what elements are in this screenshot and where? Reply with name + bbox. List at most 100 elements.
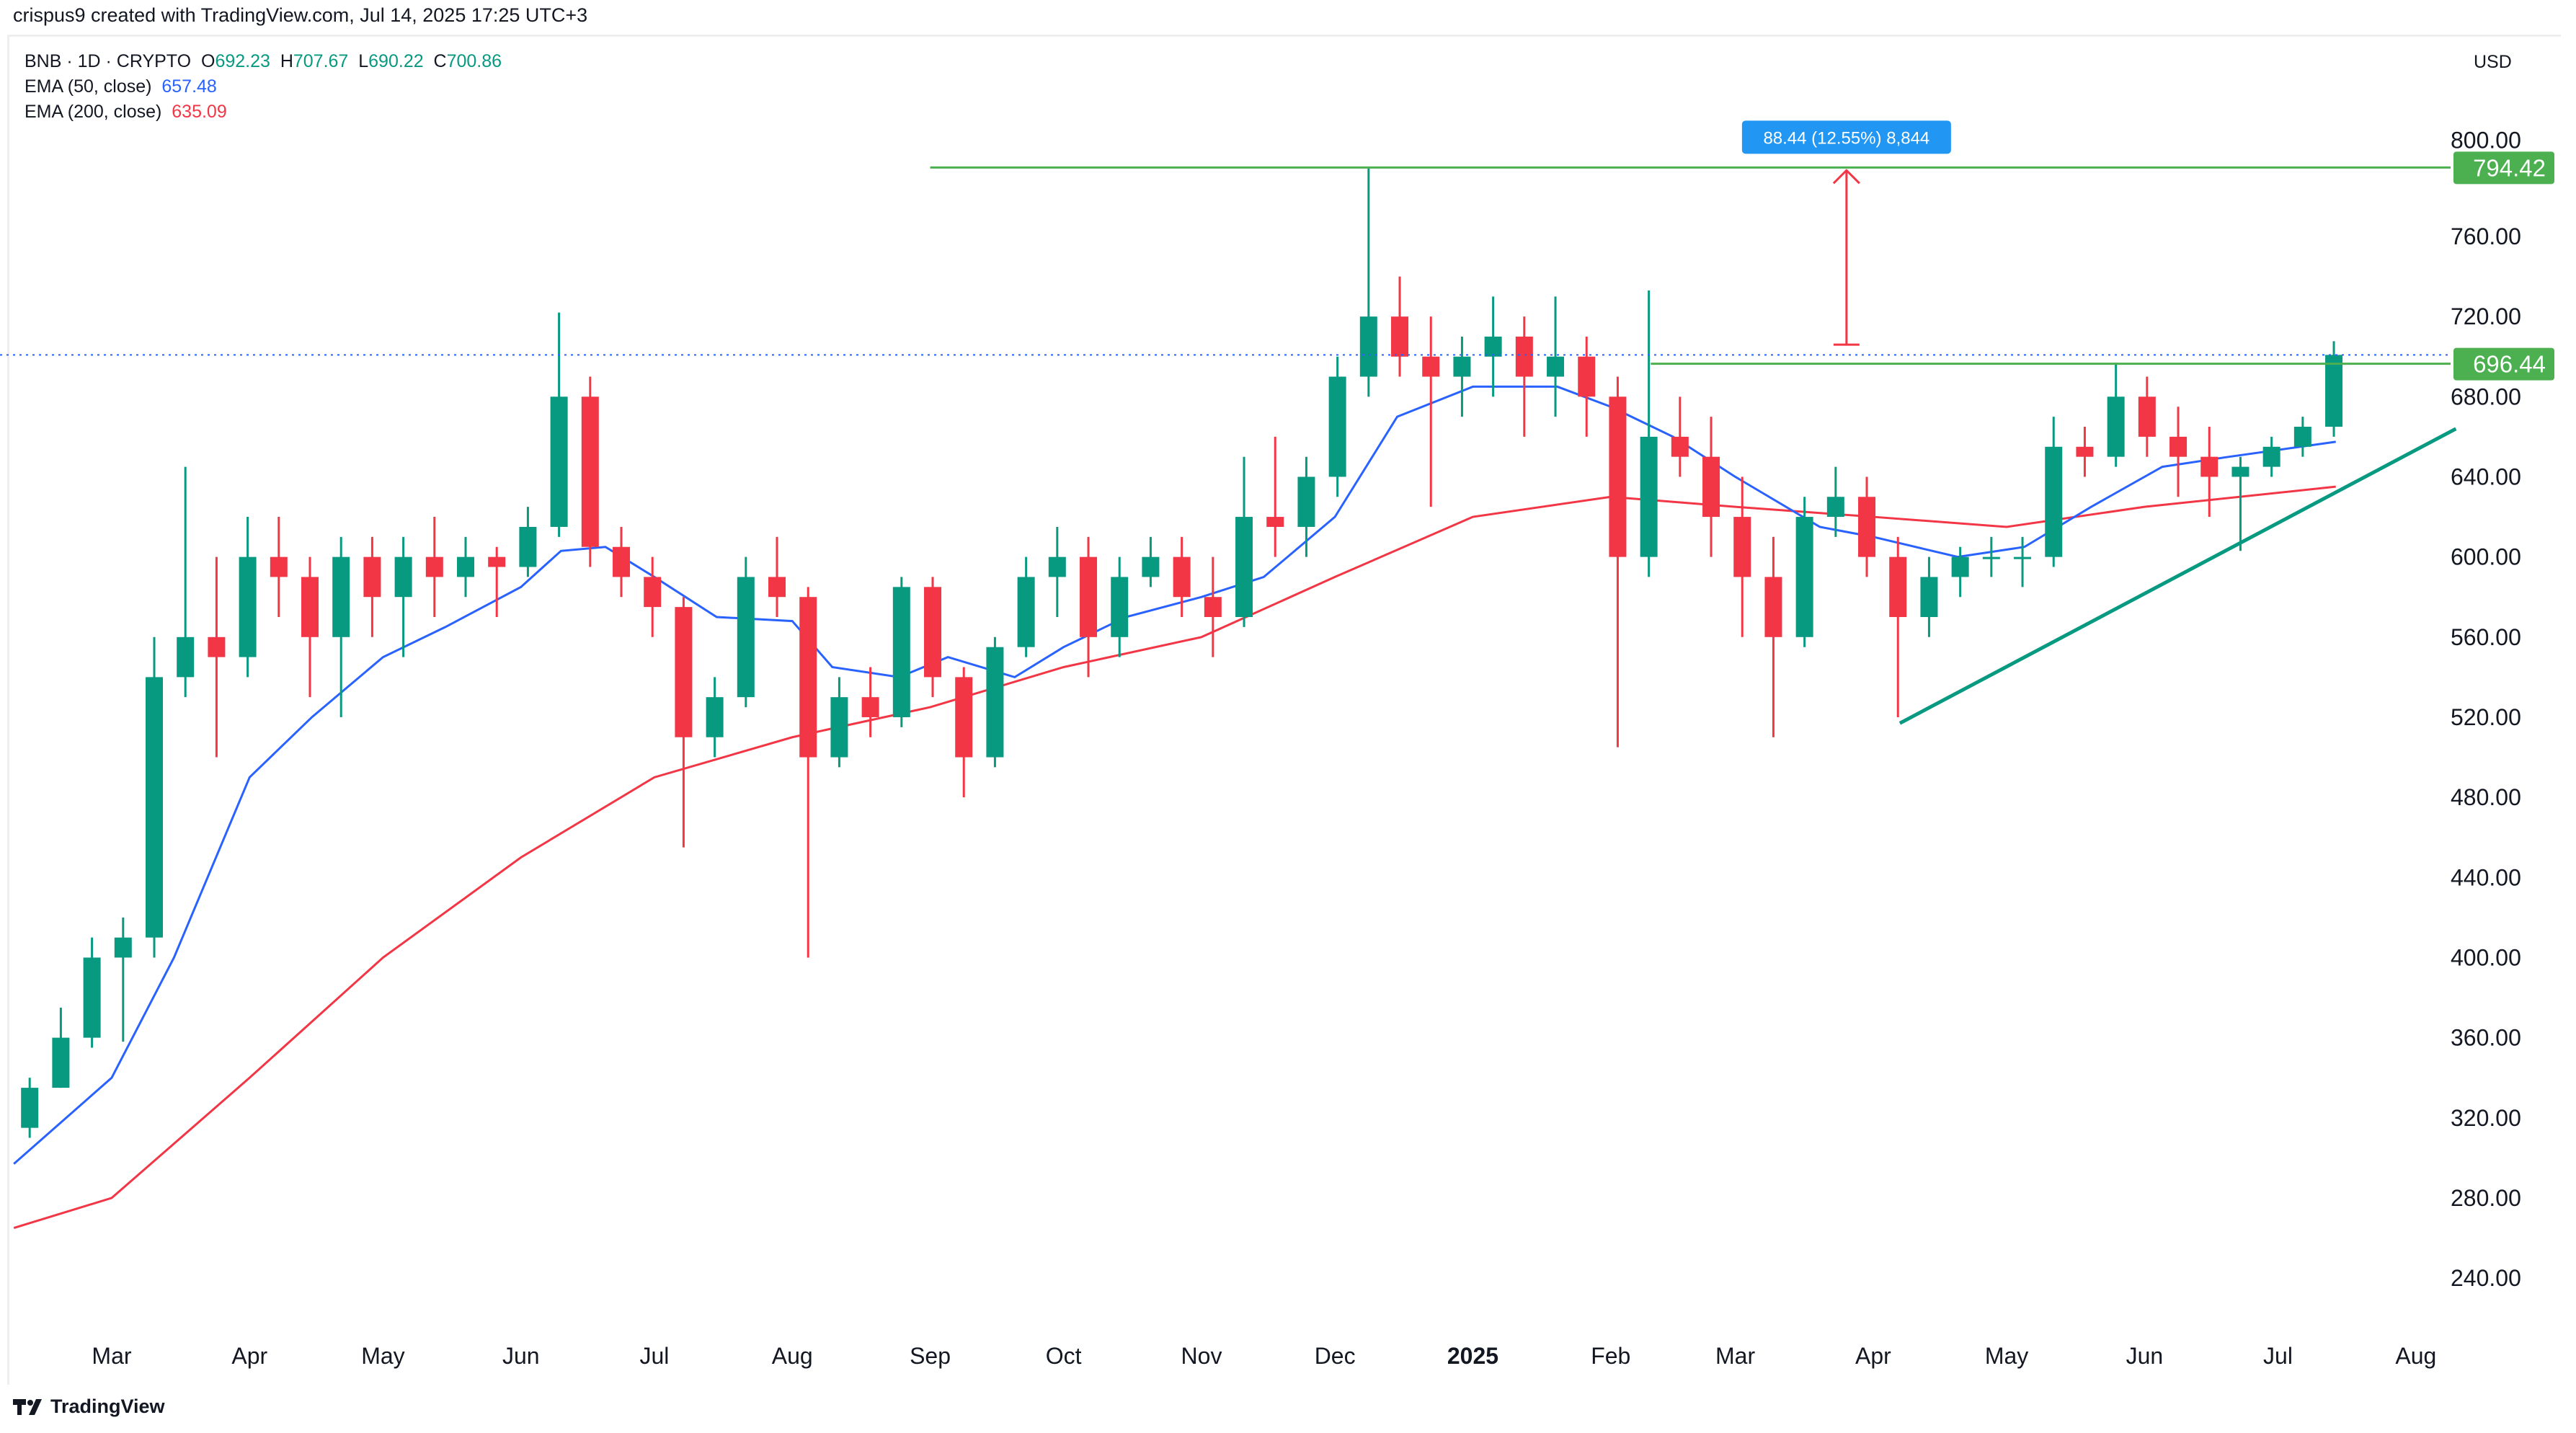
candle-body bbox=[1111, 577, 1129, 637]
candle bbox=[83, 937, 101, 1048]
candle bbox=[986, 636, 1004, 768]
x-tick-label: Mar bbox=[92, 1343, 131, 1369]
candle-body bbox=[1951, 556, 1969, 577]
candle-body bbox=[986, 647, 1004, 758]
candle-body bbox=[1453, 356, 1471, 377]
candle bbox=[1671, 396, 1689, 477]
high-label: H bbox=[280, 51, 293, 71]
y-tick-label: 680.00 bbox=[2451, 383, 2521, 409]
y-tick-label: 640.00 bbox=[2451, 463, 2521, 489]
candle-body bbox=[1204, 597, 1222, 618]
candle-body bbox=[146, 677, 164, 938]
ema200-label: EMA (200, close) bbox=[25, 102, 162, 122]
candle bbox=[1733, 476, 1751, 637]
candle-body bbox=[1515, 336, 1533, 377]
candle bbox=[519, 507, 537, 577]
candle bbox=[2200, 427, 2219, 518]
ema200-row[interactable]: EMA (200, close) 635.09 bbox=[25, 99, 502, 125]
candle bbox=[52, 1007, 70, 1088]
candle-body bbox=[1733, 517, 1751, 577]
ema50-line bbox=[13, 385, 2336, 1165]
candle-body bbox=[394, 556, 412, 598]
candle-body bbox=[2293, 427, 2311, 447]
candle-body bbox=[613, 546, 631, 577]
y-tick-label: 280.00 bbox=[2451, 1185, 2521, 1211]
tradingview-footer[interactable]: TradingView bbox=[13, 1396, 165, 1418]
candle bbox=[2107, 363, 2125, 467]
candle bbox=[675, 597, 693, 848]
candle-body bbox=[332, 556, 350, 637]
candle-body bbox=[208, 636, 226, 657]
symbol-label[interactable]: BNB · 1D · CRYPTO bbox=[25, 51, 192, 71]
candle-body bbox=[519, 526, 537, 567]
candle-body bbox=[1795, 517, 1813, 637]
y-tick-label: 400.00 bbox=[2451, 944, 2521, 970]
candle-body bbox=[768, 577, 786, 598]
ema50-row[interactable]: EMA (50, close) 657.48 bbox=[25, 74, 502, 99]
candle bbox=[1951, 546, 1969, 598]
candle bbox=[892, 577, 910, 727]
candle bbox=[1048, 526, 1066, 618]
candle bbox=[955, 667, 973, 798]
measure-arrowhead-icon bbox=[1832, 169, 1860, 185]
candle bbox=[1764, 536, 1782, 737]
candle-body bbox=[830, 697, 848, 758]
candle bbox=[2231, 456, 2249, 551]
x-tick-label: Feb bbox=[1591, 1343, 1630, 1369]
candle-body bbox=[1142, 556, 1160, 577]
x-tick-label: Jul bbox=[639, 1343, 669, 1369]
candle bbox=[2045, 417, 2063, 567]
candle bbox=[1609, 376, 1627, 747]
resistance-high-price-tag bbox=[2453, 151, 2554, 185]
candle-body bbox=[581, 396, 599, 547]
candle bbox=[1017, 556, 1035, 657]
candle bbox=[1702, 417, 1720, 557]
candle-body bbox=[83, 957, 101, 1038]
currency-label[interactable]: USD bbox=[2474, 52, 2512, 72]
candle bbox=[425, 517, 443, 618]
candle bbox=[1359, 167, 1377, 397]
candle-body bbox=[2200, 456, 2219, 477]
x-tick-label: Jul bbox=[2263, 1343, 2293, 1369]
candle bbox=[177, 466, 195, 698]
candle-body bbox=[1017, 577, 1035, 647]
x-tick-label: Aug bbox=[2395, 1343, 2436, 1369]
chart-frame bbox=[7, 35, 2561, 1385]
candle-body bbox=[1359, 316, 1377, 377]
x-tick-label: Oct bbox=[1046, 1343, 1082, 1369]
candle-body bbox=[644, 577, 662, 608]
ascending-trendline[interactable] bbox=[1898, 427, 2457, 725]
candle-body bbox=[52, 1037, 70, 1088]
candle-body bbox=[1702, 456, 1720, 518]
x-tick-label: May bbox=[361, 1343, 404, 1369]
candle bbox=[2138, 376, 2156, 457]
resistance-low-price-label: 696.44 bbox=[2473, 351, 2546, 378]
candle-body bbox=[363, 556, 381, 598]
ohlc-row: BNB · 1D · CRYPTO O692.23 H707.67 L690.2… bbox=[25, 49, 502, 74]
measure-label-box bbox=[1741, 120, 1951, 154]
resistance-low-price-tag bbox=[2453, 347, 2554, 381]
measure-label: 88.44 (12.55%) 8,844 bbox=[1763, 128, 1929, 148]
candle bbox=[146, 636, 164, 958]
candle bbox=[1547, 296, 1565, 417]
candle bbox=[114, 917, 132, 1042]
candle-body bbox=[301, 577, 319, 637]
x-tick-label: Mar bbox=[1715, 1343, 1755, 1369]
candle bbox=[644, 556, 662, 637]
x-tick-label: Apr bbox=[1855, 1343, 1891, 1369]
candle-body bbox=[457, 556, 475, 577]
candle-body bbox=[1920, 577, 1938, 618]
x-tick-label: 2025 bbox=[1447, 1343, 1498, 1369]
candle bbox=[1920, 556, 1938, 637]
candle bbox=[1297, 456, 1315, 557]
candle-body bbox=[861, 697, 879, 717]
candle-body bbox=[488, 556, 506, 567]
high-value: 707.67 bbox=[293, 51, 349, 71]
x-tick-label: Dec bbox=[1315, 1343, 1356, 1369]
candle-body bbox=[1235, 517, 1253, 618]
x-tick-label: Apr bbox=[231, 1343, 267, 1369]
candle bbox=[2325, 341, 2343, 437]
candle bbox=[1328, 356, 1346, 497]
ema50-label: EMA (50, close) bbox=[25, 76, 152, 97]
